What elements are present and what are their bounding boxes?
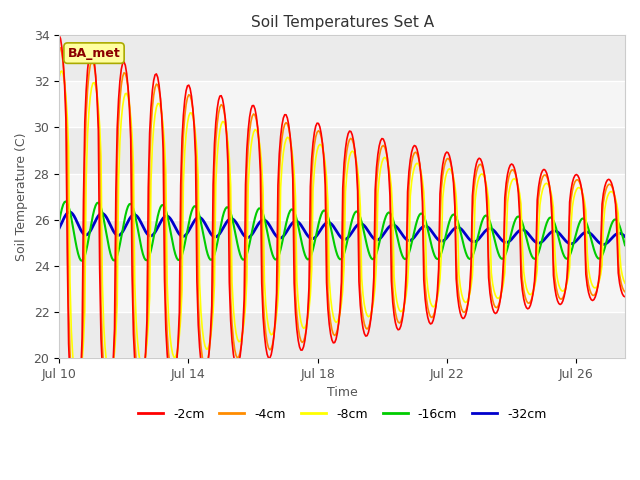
Bar bbox=[59, 128, 625, 174]
Bar bbox=[59, 219, 625, 265]
Legend: -2cm, -4cm, -8cm, -16cm, -32cm: -2cm, -4cm, -8cm, -16cm, -32cm bbox=[133, 403, 551, 426]
Bar bbox=[59, 82, 625, 128]
Bar bbox=[59, 174, 625, 219]
X-axis label: Time: Time bbox=[326, 386, 358, 399]
Title: Soil Temperatures Set A: Soil Temperatures Set A bbox=[250, 15, 434, 30]
Bar bbox=[59, 312, 625, 358]
Y-axis label: Soil Temperature (C): Soil Temperature (C) bbox=[15, 132, 28, 261]
Text: BA_met: BA_met bbox=[68, 47, 120, 60]
Bar bbox=[59, 265, 625, 312]
Bar bbox=[59, 36, 625, 82]
